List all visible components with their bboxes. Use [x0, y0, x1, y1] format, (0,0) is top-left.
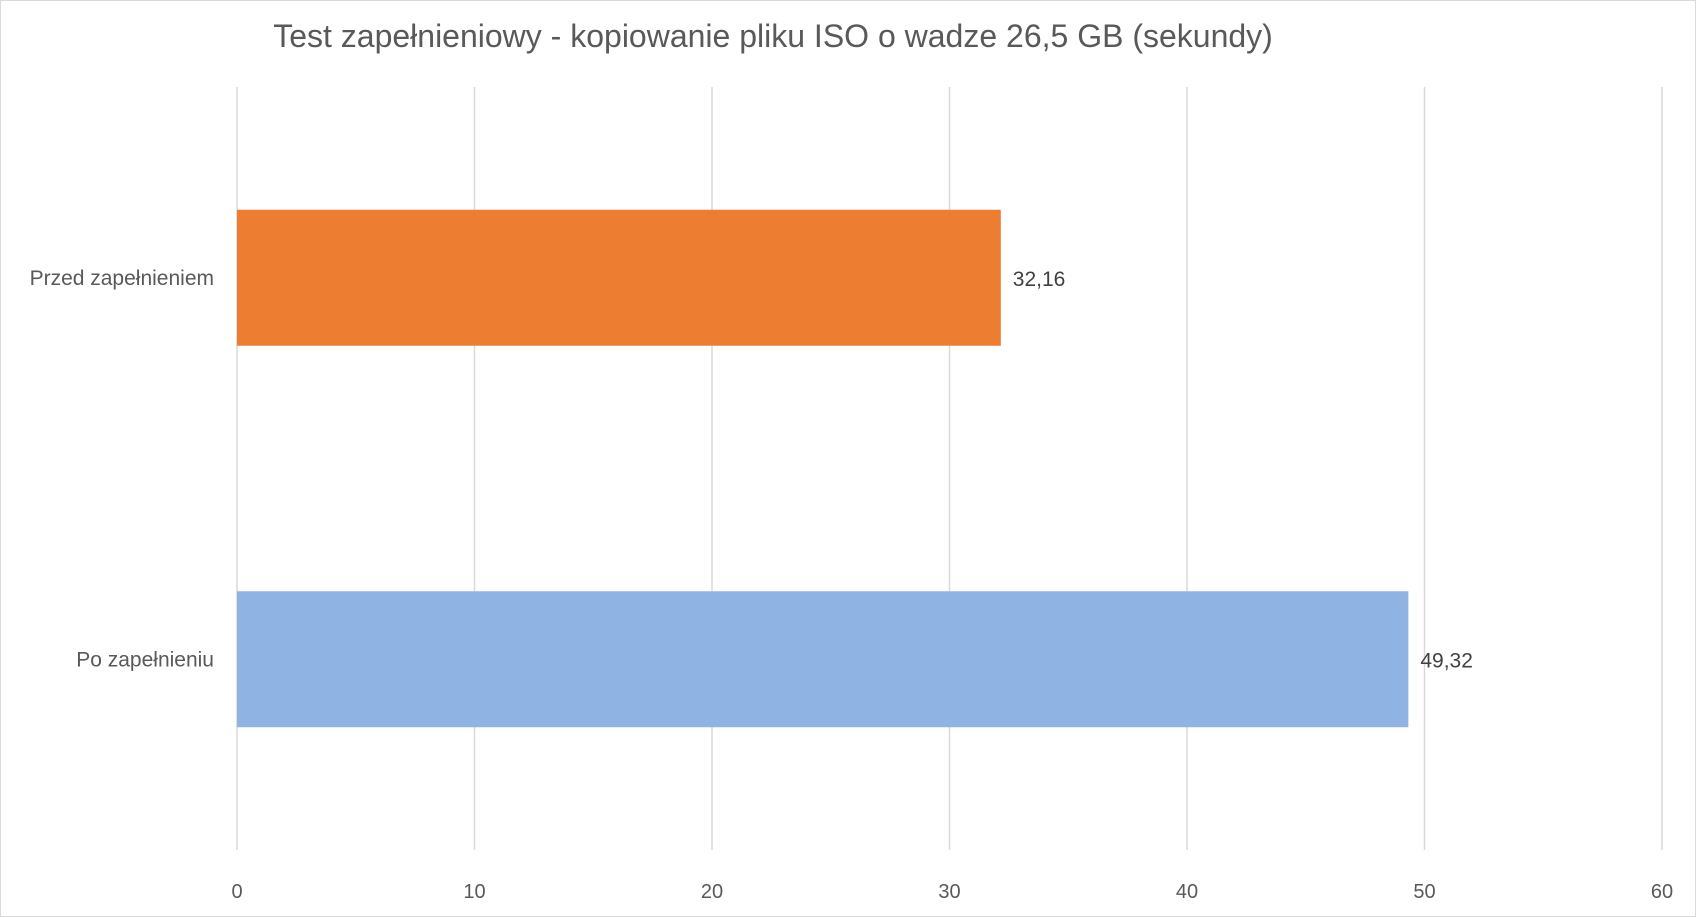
category-label: Po zapełnieniu: [76, 648, 214, 671]
x-tick-label: 20: [701, 881, 723, 903]
x-tick-label: 60: [1651, 881, 1673, 903]
data-label: 49,32: [1420, 649, 1473, 672]
category-label: Przed zapełnieniem: [30, 267, 214, 290]
labels: 0 10 20 30 40 50 60 Przed zapełnieniem 32,16 Po z…: [30, 267, 1674, 903]
bar: [237, 591, 1409, 728]
x-tick-label: 30: [938, 881, 960, 903]
x-tick-label: 40: [1176, 881, 1198, 903]
x-tick-label: 10: [463, 881, 485, 903]
bars: [237, 209, 1409, 728]
x-tick-label: 0: [231, 881, 242, 903]
data-label: 32,16: [1013, 268, 1066, 291]
x-tick-label: 50: [1413, 881, 1435, 903]
gridlines: [236, 87, 1663, 850]
bar: [237, 209, 1001, 346]
chart-title: Test zapełnieniowy - kopiowanie pliku IS…: [273, 18, 1273, 54]
